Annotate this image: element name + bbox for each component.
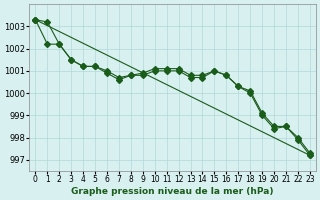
X-axis label: Graphe pression niveau de la mer (hPa): Graphe pression niveau de la mer (hPa) (71, 187, 274, 196)
